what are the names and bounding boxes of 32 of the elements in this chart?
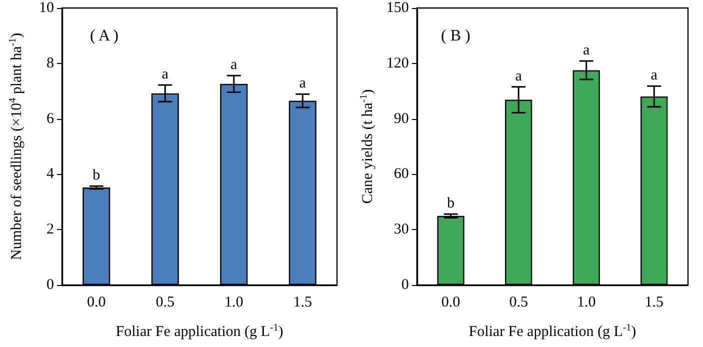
y-axis-title: Number of seedlings (×104 plant ha-1) bbox=[8, 32, 25, 260]
y-tick-label: 2 bbox=[46, 222, 54, 238]
y-tick-label: 8 bbox=[46, 55, 54, 72]
y-tick-label: 6 bbox=[46, 110, 54, 127]
annotation: ( A ) bbox=[90, 28, 118, 44]
y-axis-title: Cane yields (t ha-1) bbox=[358, 89, 376, 204]
y-tick-label: 120 bbox=[386, 55, 409, 72]
data-label: a bbox=[515, 68, 522, 84]
y-tick-label: 90 bbox=[394, 110, 409, 127]
x-tick-label: 1.5 bbox=[644, 294, 664, 310]
y-tick-label: 30 bbox=[394, 222, 409, 238]
data-label: b bbox=[447, 196, 455, 212]
x-tick-label: 1.0 bbox=[224, 294, 244, 310]
data-label: a bbox=[230, 57, 238, 74]
y-tick-label: 150 bbox=[386, 0, 409, 16]
y-tick-label: 4 bbox=[46, 166, 54, 182]
y-tick-label: 0 bbox=[46, 277, 54, 293]
y-tick-label: 10 bbox=[39, 0, 54, 16]
data-label: b bbox=[92, 168, 100, 184]
y-tick-label: 0 bbox=[401, 277, 409, 293]
x-tick-label: 0.5 bbox=[156, 294, 174, 310]
x-tick-label: 0.0 bbox=[87, 294, 106, 310]
data-label: a bbox=[583, 42, 590, 58]
data-label: a bbox=[162, 66, 169, 83]
x-tick-label: 0.5 bbox=[509, 294, 528, 310]
y-tick-label: 60 bbox=[394, 166, 409, 182]
x-tick-label: 0.0 bbox=[441, 294, 460, 310]
x-tick-label: 1.5 bbox=[293, 294, 312, 310]
x-tick-label: 1.0 bbox=[576, 294, 596, 310]
data-label: a bbox=[299, 76, 306, 92]
data-label: a bbox=[650, 68, 658, 84]
annotation: ( B ) bbox=[441, 28, 470, 44]
